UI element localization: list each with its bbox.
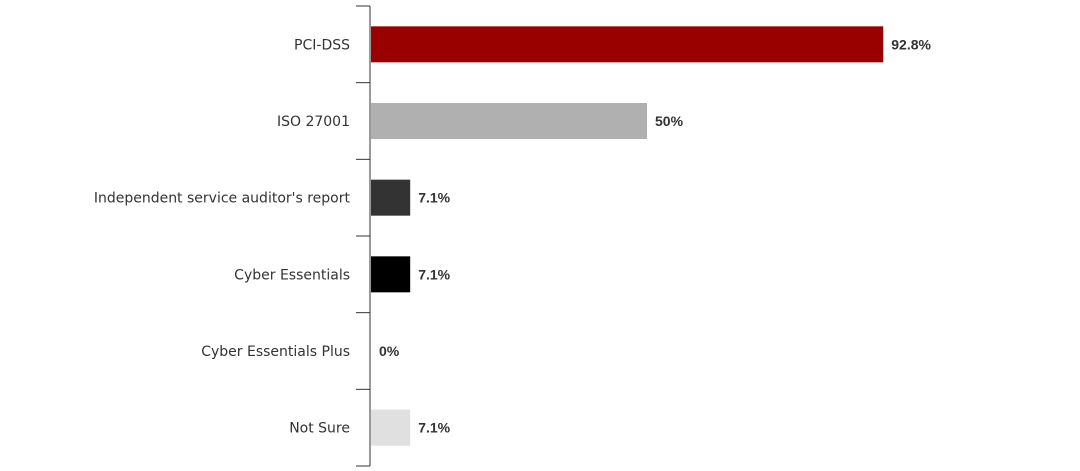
category-label: PCI-DSS [294, 37, 350, 53]
bar[interactable] [371, 409, 411, 446]
value-label: 92.8% [891, 36, 931, 52]
value-label: 0% [379, 343, 400, 359]
category-label: ISO 27001 [277, 114, 350, 130]
bar[interactable] [371, 256, 411, 293]
value-labels: 92.8% 50% 7.1% 7.1% 0% 7.1% [379, 36, 932, 435]
value-label: 7.1% [418, 266, 450, 282]
value-label: 7.1% [418, 420, 450, 436]
value-label: 7.1% [418, 190, 450, 206]
value-label: 50% [655, 113, 684, 129]
bars-group [371, 26, 884, 446]
bar[interactable] [371, 179, 411, 216]
bar[interactable] [371, 26, 884, 63]
category-label: Cyber Essentials [234, 267, 350, 283]
category-label: Cyber Essentials Plus [201, 344, 350, 360]
category-label: Not Sure [289, 421, 350, 437]
category-label: Independent service auditor's report [94, 191, 351, 207]
category-labels: PCI-DSS ISO 27001 Independent service audi… [94, 37, 351, 436]
y-axis-ticks [356, 5, 370, 467]
bar[interactable] [371, 103, 647, 139]
